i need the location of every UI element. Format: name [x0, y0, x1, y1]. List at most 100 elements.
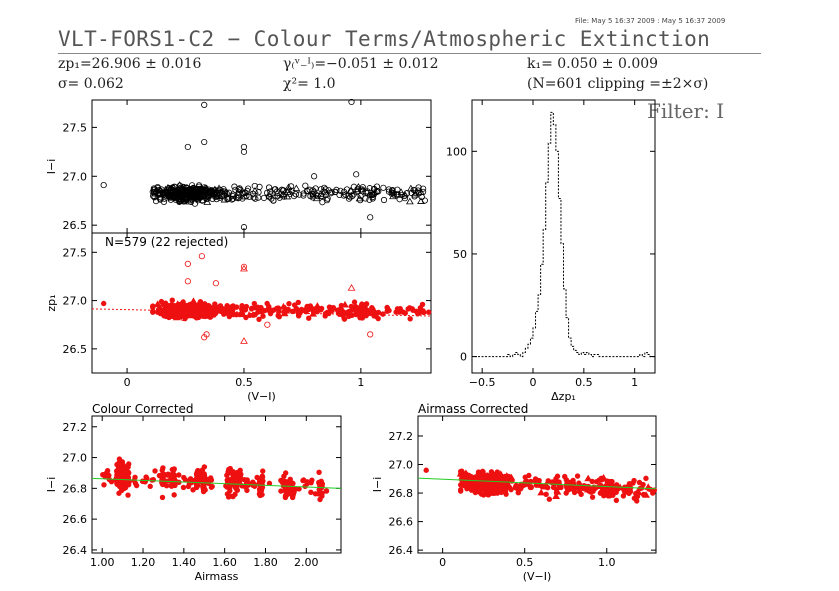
data-point [275, 305, 282, 311]
data-point [266, 303, 272, 310]
data-point [242, 484, 249, 490]
data-point [203, 476, 209, 482]
data-point [322, 186, 329, 193]
data-point [213, 196, 220, 203]
data-point [176, 472, 182, 478]
data-point [367, 214, 374, 221]
data-point [178, 307, 184, 313]
data-point [466, 472, 472, 478]
data-point [187, 196, 194, 203]
y-tick-label: 26.5 [63, 219, 88, 232]
rejected-point [203, 331, 210, 338]
y-axis-label: zp₁ [45, 294, 58, 311]
data-point [354, 185, 361, 193]
data-point [643, 475, 649, 482]
data-point [488, 469, 495, 475]
data-point [346, 308, 353, 315]
data-point [553, 476, 559, 482]
data-point [168, 483, 175, 489]
data-point [457, 488, 464, 494]
y-tick-label: 27.0 [63, 295, 88, 308]
data-point [240, 224, 248, 231]
x-tick-label: 1.40 [172, 556, 197, 569]
x-tick-label: 0.5 [516, 556, 534, 569]
data-point [275, 313, 282, 319]
y-tick-label: 26.4 [389, 544, 414, 557]
data-point [311, 173, 318, 180]
panel-colour: 0 0.5 1.0 26.4 26.6 26.8 27.0 27.2 (V−I) I−i Airma… [371, 402, 658, 583]
data-point [328, 189, 335, 196]
data-point [218, 192, 226, 200]
data-point [167, 194, 176, 201]
data-point [622, 489, 628, 495]
data-point [289, 308, 296, 315]
data-point [323, 488, 330, 494]
data-point [421, 309, 427, 316]
data-point [522, 474, 528, 480]
data-point [288, 187, 295, 194]
data-point [201, 101, 208, 108]
data-point [613, 497, 620, 504]
data-point [609, 483, 616, 489]
fit-line [417, 477, 657, 490]
data-point [627, 488, 634, 495]
data-point [478, 481, 485, 487]
data-point [417, 197, 425, 204]
data-point [100, 300, 107, 307]
data-point [589, 494, 596, 500]
rejected-point [264, 321, 271, 328]
data-point [157, 190, 164, 197]
data-point [260, 468, 266, 474]
data-point [282, 470, 289, 476]
data-point [103, 473, 110, 479]
data-point [611, 488, 617, 494]
data-point [226, 479, 232, 485]
data-point [419, 301, 426, 308]
data-point [290, 480, 296, 487]
data-point [355, 194, 364, 202]
data-point [185, 483, 192, 490]
data-point [251, 300, 258, 307]
data-point [264, 189, 271, 196]
histogram-bin [574, 350, 577, 356]
sigma-stat: σ= 0.062 [58, 76, 124, 92]
colour-term-stat: γ₍ᵛ₋ᴵ₎=−0.051 ± 0.012 [283, 56, 439, 72]
data-point [239, 303, 245, 309]
data-point [166, 193, 173, 200]
data-point [398, 191, 405, 199]
data-point [401, 192, 408, 200]
data-point [184, 143, 191, 151]
data-point [553, 489, 560, 496]
data-point [388, 190, 395, 197]
data-point [224, 491, 231, 497]
data-point [406, 184, 415, 192]
data-point [233, 304, 240, 310]
data-point [250, 479, 256, 485]
data-point [165, 304, 172, 310]
data-point [411, 190, 420, 198]
data-point [224, 472, 230, 479]
data-point [492, 485, 498, 491]
data-point [180, 484, 187, 491]
data-point [147, 483, 153, 490]
data-point [244, 477, 250, 483]
data-point [125, 464, 131, 470]
data-point [348, 98, 355, 106]
data-point [607, 493, 613, 499]
data-point [380, 196, 388, 204]
histogram-bin [541, 264, 544, 356]
y-tick-label: 26.8 [63, 482, 88, 495]
data-point [166, 478, 172, 484]
data-point [457, 482, 464, 488]
histogram-bin [538, 295, 541, 357]
data-point [242, 307, 249, 313]
x-axis-label: Airmass [195, 570, 239, 583]
data-point [634, 488, 643, 496]
data-point [380, 311, 386, 317]
data-point [222, 188, 229, 195]
data-point [209, 195, 216, 203]
data-point [169, 297, 176, 303]
data-point [205, 191, 214, 199]
histogram-bin [528, 344, 531, 356]
